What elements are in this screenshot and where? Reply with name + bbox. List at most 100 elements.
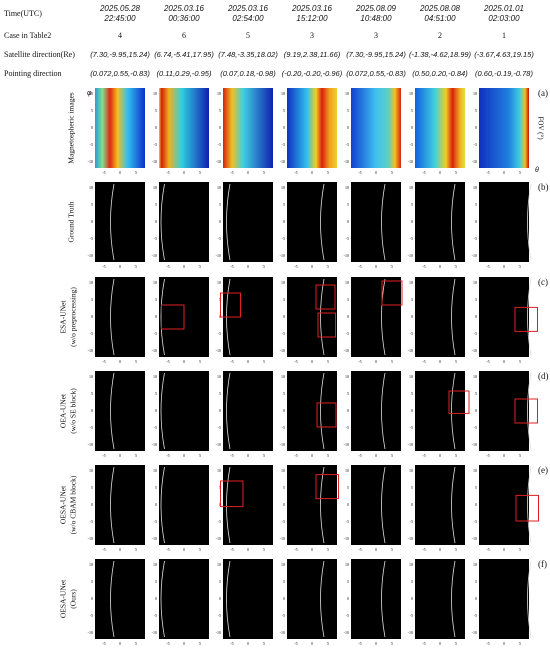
y-axis-label: φ <box>87 90 92 97</box>
y-tick-label: -10 <box>344 630 349 635</box>
x-tick-label: 0 <box>119 547 121 552</box>
x-tick-label: -5 <box>486 453 489 458</box>
x-tick-label: 0 <box>183 547 185 552</box>
row-label: (w/o CBAM block) <box>69 475 78 534</box>
y-tick-label: 5 <box>411 297 413 302</box>
y-tick-label: -10 <box>88 630 93 635</box>
y-tick-label: -10 <box>152 159 157 164</box>
x-tick-label: 0 <box>247 641 249 646</box>
segmentation-image <box>479 182 529 262</box>
x-tick-label: 5 <box>391 453 393 458</box>
y-tick-label: 0 <box>411 596 413 601</box>
time-clock: 10:48:00 <box>360 14 392 23</box>
x-tick-label: 0 <box>439 453 441 458</box>
boundary-line <box>381 560 386 638</box>
y-tick-label: 10 <box>409 562 413 567</box>
x-tick-label: -5 <box>102 264 105 269</box>
y-tick-label: -10 <box>472 442 477 447</box>
y-tick-label: -10 <box>344 536 349 541</box>
x-tick-label: 0 <box>247 453 249 458</box>
boundary-line <box>381 466 386 544</box>
y-tick-label: 0 <box>155 502 157 507</box>
y-tick-label: 5 <box>475 485 477 490</box>
row-tag: (c) <box>538 277 548 287</box>
y-tick-label: 0 <box>411 125 413 130</box>
pointing-direction: (0.11,0.29,-0.95) <box>157 69 212 78</box>
y-tick-label: 10 <box>473 562 477 567</box>
y-tick-label: -5 <box>154 236 157 241</box>
header-label: Pointing direction <box>4 69 62 78</box>
row-tag: (b) <box>538 182 549 192</box>
y-tick-label: -10 <box>152 630 157 635</box>
row-label: (w/o preprocessing) <box>69 287 78 347</box>
x-tick-label: 5 <box>455 264 457 269</box>
y-tick-label: -5 <box>282 331 285 336</box>
boundary-line <box>226 560 231 638</box>
x-tick-label: 0 <box>439 170 441 175</box>
x-tick-label: -5 <box>358 170 361 175</box>
x-tick-label: 5 <box>327 453 329 458</box>
row-label: (Ours) <box>69 589 78 609</box>
boundary-line <box>110 278 115 356</box>
x-tick-label: -5 <box>358 547 361 552</box>
y-tick-label: 10 <box>153 91 157 96</box>
x-tick-label: 5 <box>135 641 137 646</box>
pointing-direction: (-0.20,-0.20,-0.96) <box>282 69 343 78</box>
pointing-direction: (0.072,0.55,-0.83) <box>90 69 150 78</box>
x-tick-label: 5 <box>263 547 265 552</box>
y-tick-label: -5 <box>346 613 349 618</box>
y-tick-label: -5 <box>90 519 93 524</box>
x-tick-label: 0 <box>439 264 441 269</box>
y-tick-label: -10 <box>88 442 93 447</box>
y-tick-label: -10 <box>472 348 477 353</box>
x-tick-label: 0 <box>439 547 441 552</box>
y-tick-label: -5 <box>474 142 477 147</box>
time-date: 2025.03.16 <box>227 4 269 13</box>
y-tick-label: 0 <box>155 125 157 130</box>
y-tick-label: 5 <box>475 108 477 113</box>
x-tick-label: 0 <box>375 359 377 364</box>
row-label: Ground Truth <box>67 201 76 242</box>
time-clock: 15:12:00 <box>296 14 328 23</box>
highlight-box <box>317 312 336 338</box>
x-tick-label: 0 <box>311 453 313 458</box>
x-tick-label: 5 <box>199 359 201 364</box>
y-tick-label: 10 <box>345 374 349 379</box>
time-date: 2025.05.28 <box>99 4 141 13</box>
row-tag: (a) <box>538 88 548 98</box>
x-tick-label: -5 <box>102 359 105 364</box>
segmentation-image <box>95 182 145 262</box>
y-tick-label: 10 <box>89 562 93 567</box>
y-tick-label: -5 <box>218 236 221 241</box>
y-tick-label: -10 <box>152 536 157 541</box>
x-tick-label: 5 <box>135 359 137 364</box>
y-tick-label: 10 <box>153 374 157 379</box>
y-tick-label: 5 <box>347 579 349 584</box>
x-tick-label: -5 <box>166 170 169 175</box>
y-tick-label: 0 <box>347 596 349 601</box>
x-tick-label: 5 <box>519 547 521 552</box>
y-tick-label: 0 <box>91 219 93 224</box>
x-tick-label: 0 <box>119 170 121 175</box>
y-tick-label: 10 <box>409 185 413 190</box>
boundary-line <box>110 372 115 450</box>
x-tick-label: 0 <box>375 170 377 175</box>
boundary-line <box>527 372 532 450</box>
segmentation-image <box>159 371 209 451</box>
x-tick-label: 0 <box>119 453 121 458</box>
segmentation-image <box>159 559 209 639</box>
segmentation-image <box>479 371 529 451</box>
x-tick-label: 5 <box>519 359 521 364</box>
y-tick-label: 0 <box>475 314 477 319</box>
y-tick-label: -10 <box>216 630 221 635</box>
y-tick-label: -5 <box>474 331 477 336</box>
y-tick-label: 10 <box>473 374 477 379</box>
x-tick-label: -5 <box>422 641 425 646</box>
y-tick-label: -5 <box>346 331 349 336</box>
y-tick-label: 0 <box>347 408 349 413</box>
y-tick-label: 5 <box>347 391 349 396</box>
x-tick-label: -5 <box>102 453 105 458</box>
row-tag: (e) <box>538 465 548 475</box>
x-tick-label: 5 <box>391 264 393 269</box>
y-tick-label: -10 <box>472 536 477 541</box>
